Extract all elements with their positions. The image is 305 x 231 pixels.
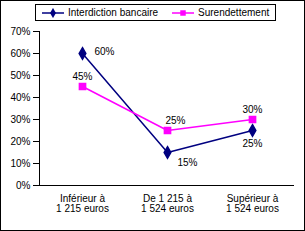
svg-text:Inférieur à1 215 euros: Inférieur à1 215 euros [56, 193, 109, 214]
svg-text:25%: 25% [242, 138, 262, 149]
svg-text:30%: 30% [10, 114, 30, 125]
svg-text:60%: 60% [95, 46, 115, 57]
svg-text:De 1 215 à1 524 euros: De 1 215 à1 524 euros [141, 193, 194, 214]
svg-text:45%: 45% [72, 71, 92, 82]
svg-text:25%: 25% [165, 115, 185, 126]
svg-text:15%: 15% [178, 157, 198, 168]
svg-text:20%: 20% [10, 136, 30, 147]
svg-text:Supérieur à1 524 euros: Supérieur à1 524 euros [226, 193, 279, 214]
svg-text:70%: 70% [10, 26, 30, 37]
svg-text:60%: 60% [10, 48, 30, 59]
html-text:Interdiction bancaire: Interdiction bancaire [68, 7, 159, 18]
html-text:Surendettement: Surendettement [198, 7, 270, 18]
svg-text:40%: 40% [10, 92, 30, 103]
svg-text:50%: 50% [10, 70, 30, 81]
svg-text:10%: 10% [10, 158, 30, 169]
svg-text:0%: 0% [16, 180, 31, 191]
svg-text:30%: 30% [242, 104, 262, 115]
